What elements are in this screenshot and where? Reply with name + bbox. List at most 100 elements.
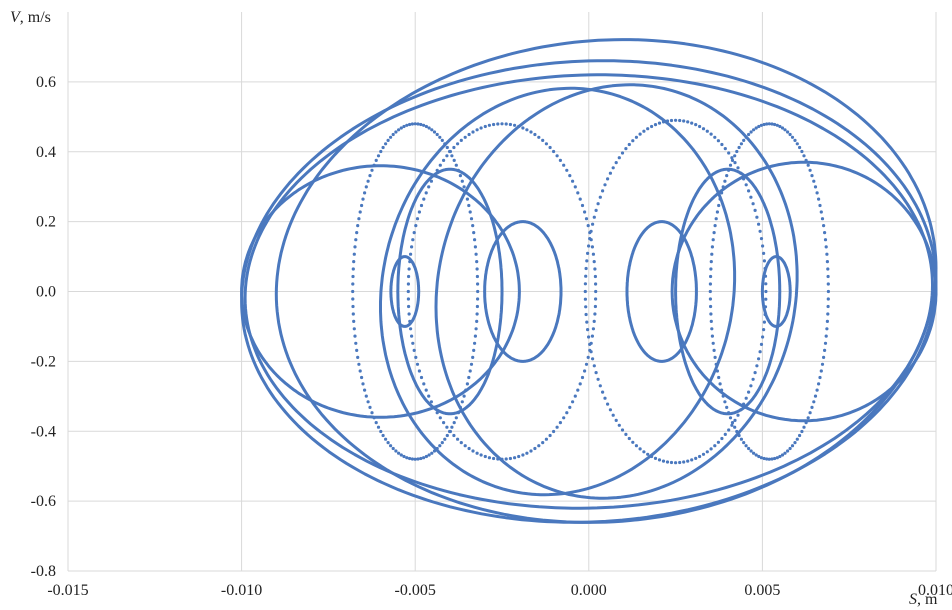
trajectory-point (723, 179, 727, 183)
trajectory-point (429, 179, 433, 183)
trajectory-point (742, 441, 746, 445)
x-tick-label: -0.015 (47, 582, 88, 599)
trajectory-point (744, 183, 748, 187)
trajectory-point (573, 394, 577, 398)
trajectory-point (747, 189, 751, 193)
trajectory-point (742, 177, 746, 181)
trajectory-point (467, 132, 471, 137)
trajectory-point (798, 433, 802, 438)
trajectory-point (754, 126, 758, 130)
trajectory-point (584, 362, 589, 366)
trajectory-point (476, 282, 480, 286)
trajectory-point (812, 400, 816, 404)
trajectory-point (718, 382, 722, 386)
trajectory-point (773, 122, 777, 127)
trajectory-point (690, 458, 694, 462)
trajectory-point (715, 210, 720, 214)
trajectory-point (408, 260, 412, 264)
trajectory-point (500, 122, 504, 126)
trajectory-loop (379, 86, 737, 497)
trajectory-point (761, 244, 765, 248)
trajectory-point (705, 129, 709, 133)
trajectory-point (394, 449, 398, 453)
trajectory-point (810, 174, 814, 178)
trajectory-point (753, 371, 757, 375)
trajectory-point (366, 400, 370, 404)
trajectory-point (408, 456, 412, 461)
trajectory-point (826, 267, 830, 271)
trajectory-point (742, 402, 746, 406)
trajectory-point (783, 128, 787, 132)
trajectory-point (352, 252, 356, 256)
trajectory-point (429, 400, 433, 404)
trajectory-point (405, 456, 409, 460)
trajectory-point (761, 335, 765, 339)
trajectory-point (709, 267, 713, 271)
trajectory-point (471, 130, 475, 134)
trajectory-point (614, 161, 618, 165)
trajectory-point (450, 154, 454, 158)
trajectory-point (435, 168, 439, 172)
trajectory-point (711, 238, 715, 242)
trajectory-point (786, 449, 790, 453)
trajectory-point (424, 191, 428, 195)
trajectory-point (751, 377, 755, 381)
trajectory-point (427, 453, 431, 457)
trajectory-point (468, 210, 472, 214)
trajectory-point (411, 238, 415, 242)
trajectory-point (448, 429, 452, 434)
trajectory-point (438, 135, 442, 139)
trajectory-point (450, 425, 454, 429)
trajectory-point (552, 149, 556, 154)
trajectory-point (753, 208, 757, 212)
trajectory-point (416, 122, 420, 126)
trajectory-point (476, 297, 480, 301)
trajectory-point (504, 122, 508, 126)
trajectory-point (521, 126, 525, 130)
trajectory-point (558, 158, 563, 162)
trajectory-point (826, 297, 830, 301)
trajectory-point (694, 456, 698, 460)
trajectory-point (757, 222, 761, 226)
trajectory-point (737, 433, 741, 438)
trajectory-point (730, 158, 735, 162)
trajectory-point (606, 402, 610, 406)
trajectory-point (778, 124, 782, 129)
trajectory-point (475, 260, 479, 264)
trajectory-point (389, 444, 393, 448)
trajectory-point (823, 341, 828, 345)
trajectory-point (586, 224, 590, 228)
trajectory-point (678, 118, 682, 123)
trajectory-point (578, 197, 582, 201)
trajectory-point (596, 202, 600, 206)
trajectory-point (548, 433, 552, 438)
trajectory-loop (240, 164, 521, 419)
trajectory-point (473, 334, 477, 338)
trajectory-point (517, 454, 521, 459)
trajectory-point (427, 185, 431, 189)
trajectory-point (537, 444, 541, 448)
trajectory-point (475, 451, 479, 455)
trajectory-point (376, 425, 381, 429)
trajectory-loop (243, 73, 934, 510)
trajectory-point (592, 260, 596, 264)
trajectory-point (440, 138, 444, 142)
trajectory-point (474, 327, 478, 331)
trajectory-point (744, 444, 748, 448)
trajectory-point (351, 282, 355, 286)
trajectory-point (500, 457, 504, 461)
trajectory-point (432, 174, 436, 178)
trajectory-point (415, 217, 420, 221)
trajectory-point (357, 362, 361, 366)
trajectory-point (430, 128, 434, 132)
trajectory-point (800, 149, 804, 154)
trajectory-point (592, 364, 596, 368)
trajectory-point (723, 432, 727, 436)
trajectory-point (483, 124, 487, 129)
trajectory-point (744, 396, 748, 400)
trajectory-point (529, 130, 533, 134)
trajectory-point (817, 382, 821, 386)
trajectory-point (717, 203, 721, 208)
trajectory-point (739, 408, 743, 412)
trajectory-point (544, 437, 549, 441)
